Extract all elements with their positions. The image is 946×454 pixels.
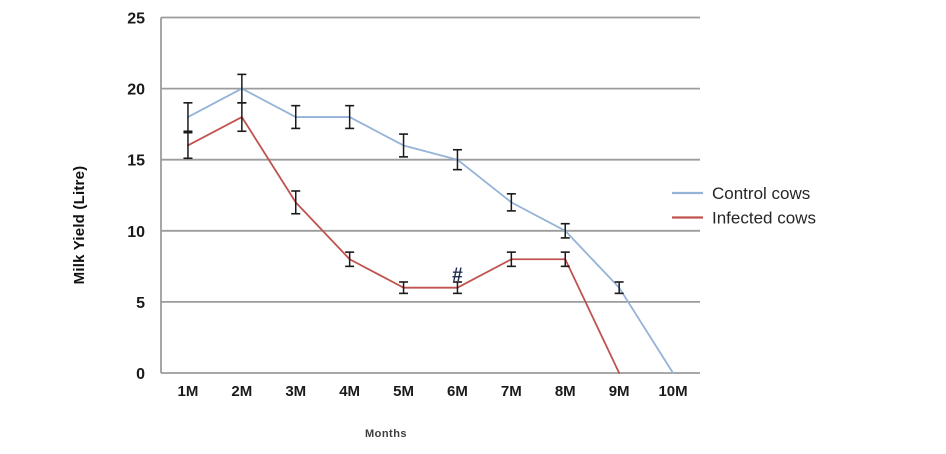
error-bar xyxy=(183,102,193,133)
error-bar xyxy=(560,222,570,239)
y-tick-label: 10 xyxy=(127,224,145,241)
error-bar xyxy=(183,131,193,160)
x-tick-label: 2M xyxy=(231,383,252,400)
error-bar xyxy=(506,193,516,212)
error-bar xyxy=(452,148,462,171)
error-bar xyxy=(452,281,462,295)
significance-hash-annotation: # xyxy=(452,265,463,286)
x-tick-label: 3M xyxy=(285,383,306,400)
error-bar xyxy=(560,251,570,268)
error-bars xyxy=(183,73,624,295)
x-tick-label: 7M xyxy=(501,383,522,400)
legend-label: Infected cows xyxy=(712,209,816,228)
x-tick-label: 9M xyxy=(609,383,630,400)
y-tick-label: 20 xyxy=(127,82,145,99)
legend: Control cows Infected cows xyxy=(672,184,816,228)
error-bar xyxy=(345,104,355,130)
x-tick-label: 10M xyxy=(658,383,687,400)
error-bar xyxy=(291,190,301,215)
error-bar xyxy=(399,133,409,158)
y-tick-label: 0 xyxy=(136,366,145,383)
error-bar xyxy=(291,104,301,130)
x-tick-label: 4M xyxy=(339,383,360,400)
error-bar xyxy=(399,281,409,295)
x-tick-label: 1M xyxy=(178,383,199,400)
gridlines xyxy=(160,16,700,374)
y-tick-label: 5 xyxy=(136,295,145,312)
annotations: # xyxy=(452,265,463,286)
y-tick-label: 25 xyxy=(127,11,145,28)
x-axis-title: Months xyxy=(365,428,407,440)
legend-item: Control cows xyxy=(672,184,810,203)
error-bar xyxy=(614,281,624,295)
error-bar xyxy=(237,102,247,133)
x-tick-label: 5M xyxy=(393,383,414,400)
control-cows-line xyxy=(187,87,674,374)
legend-item: Infected cows xyxy=(672,209,816,228)
error-bar xyxy=(506,251,516,268)
legend-label: Control cows xyxy=(712,184,810,203)
error-bar xyxy=(345,251,355,268)
y-axis-title: Milk Yield (Litre) xyxy=(71,166,88,285)
x-tick-label: 8M xyxy=(555,383,576,400)
y-tick-label: 15 xyxy=(127,153,145,170)
axis-tick-labels: 0 5 10 15 20 25 1M 2M 3M 4M 5M 6M 7M 8M 9M 10M xyxy=(127,11,687,401)
x-tick-label: 6M xyxy=(447,383,468,400)
